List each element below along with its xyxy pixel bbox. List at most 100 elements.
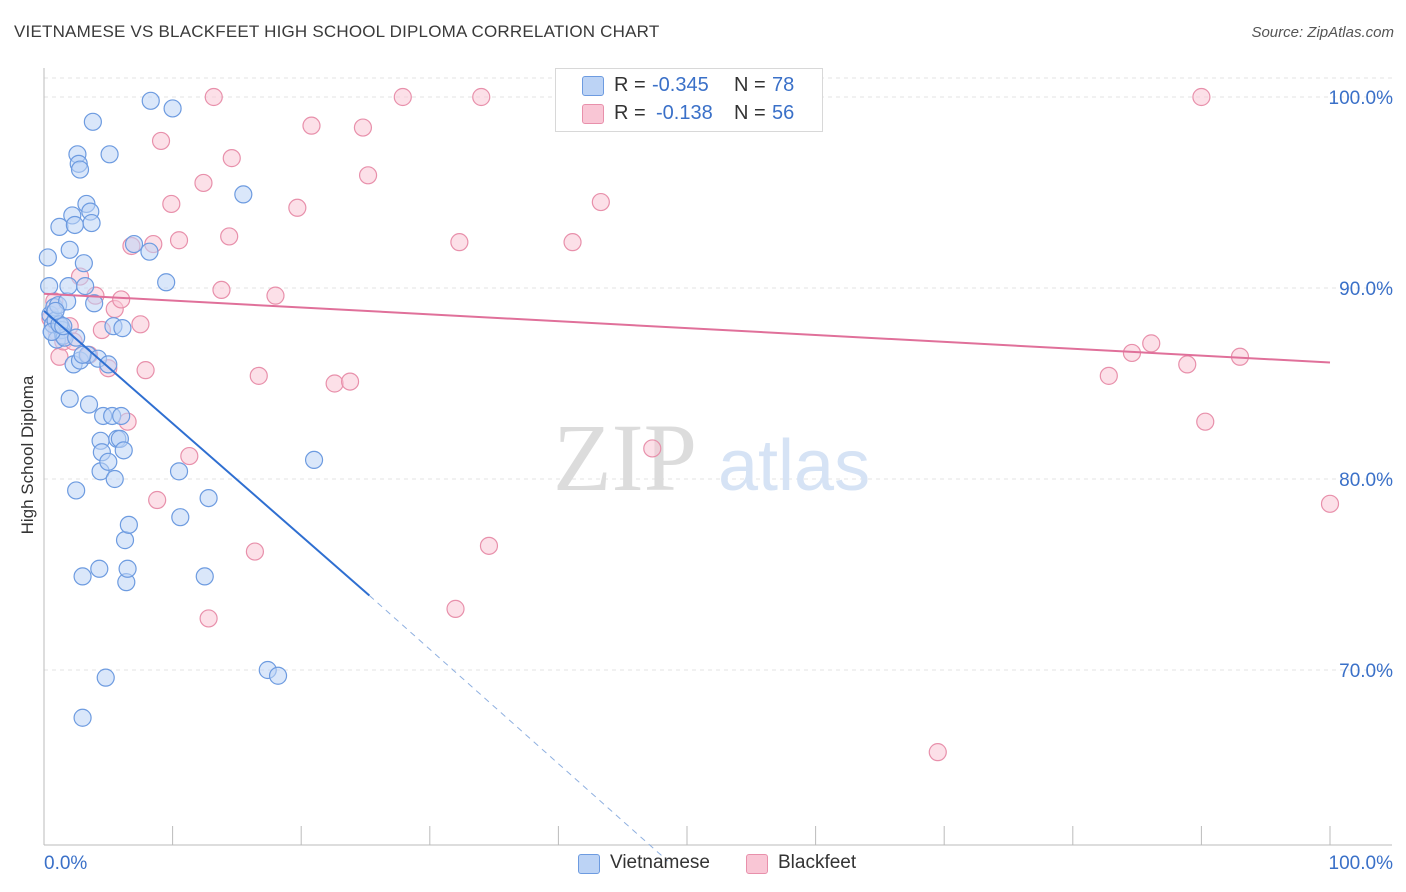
data-point-blackfeet (222, 149, 241, 168)
bottom-legend-swatch-blackfeet (746, 854, 768, 874)
data-point-blackfeet (249, 366, 268, 385)
data-point-vietnamese (112, 406, 131, 426)
data-point-vietnamese (83, 112, 102, 131)
data-point-blackfeet (928, 743, 947, 762)
data-point-vietnamese (171, 508, 190, 527)
watermark-atlas: atlas (718, 426, 870, 506)
data-point-blackfeet (591, 192, 610, 212)
data-point-blackfeet (169, 231, 189, 250)
data-point-blackfeet (131, 315, 150, 334)
data-point-vietnamese (46, 301, 65, 321)
data-point-blackfeet (393, 87, 412, 107)
data-point-blackfeet (325, 374, 344, 393)
data-point-blackfeet (1320, 494, 1340, 513)
axes (43, 68, 1392, 846)
x-tick-label-min: 0.0% (44, 853, 87, 874)
legend-r-label: R = (614, 102, 646, 124)
data-point-vietnamese (118, 559, 137, 578)
legend-n-label: N = (734, 74, 766, 96)
data-point-blackfeet (148, 490, 167, 510)
data-point-vietnamese (74, 254, 93, 273)
data-point-blackfeet (1196, 412, 1215, 431)
y-tick-label: 100.0% (1329, 88, 1394, 109)
legend-row-vietnamese: R = -0.345 N = 78 (556, 72, 822, 100)
data-point-blackfeet (563, 233, 582, 252)
data-point-vietnamese (65, 215, 84, 235)
data-point-vietnamese (96, 668, 115, 687)
data-point-vietnamese (124, 234, 144, 254)
legend-swatch-vietnamese (582, 76, 604, 96)
data-point-vietnamese (268, 666, 288, 685)
bottom-legend-swatch-vietnamese (578, 854, 600, 874)
trendline-extension-vietnamese (369, 595, 669, 862)
data-point-blackfeet (479, 536, 499, 555)
data-point-vietnamese (100, 145, 119, 164)
data-point-blackfeet (450, 233, 469, 252)
trendlines (43, 292, 1331, 862)
data-point-vietnamese (79, 395, 99, 414)
data-point-blackfeet (212, 280, 231, 300)
data-point-blackfeet (199, 609, 218, 628)
y-axis-label: High School Diploma (18, 375, 37, 535)
y-tick-label: 90.0% (1339, 279, 1393, 300)
data-point-blackfeet (136, 361, 155, 380)
data-point-vietnamese (199, 489, 218, 508)
legend-r-value: -0.345 (652, 74, 709, 96)
legend-swatch-blackfeet (582, 104, 604, 124)
data-point-vietnamese (195, 567, 214, 586)
data-point-blackfeet (112, 290, 131, 309)
data-point-vietnamese (76, 276, 95, 296)
data-point-vietnamese (163, 99, 182, 118)
data-point-vietnamese (169, 462, 189, 481)
data-point-vietnamese (119, 515, 138, 534)
data-point-vietnamese (40, 276, 59, 296)
data-point-vietnamese (59, 276, 78, 296)
data-point-vietnamese (90, 559, 109, 578)
data-point-blackfeet (353, 118, 373, 137)
data-point-blackfeet (194, 173, 213, 193)
data-point-blackfeet (643, 439, 662, 458)
data-point-blackfeet (220, 227, 239, 246)
gridlines (44, 77, 1392, 671)
data-point-blackfeet (1142, 334, 1161, 353)
data-point-vietnamese (99, 355, 118, 374)
data-point-vietnamese (60, 389, 79, 408)
data-point-blackfeet (288, 198, 307, 217)
data-point-blackfeet (446, 599, 465, 618)
data-point-vietnamese (113, 319, 132, 338)
data-point-blackfeet (472, 87, 491, 107)
data-point-vietnamese (99, 452, 118, 471)
data-point-vietnamese (82, 213, 101, 233)
legend-r-value: -0.138 (656, 102, 713, 124)
y-tick-label: 80.0% (1339, 470, 1393, 491)
data-point-blackfeet (1178, 355, 1197, 374)
data-point-vietnamese (105, 469, 124, 489)
data-point-blackfeet (266, 286, 285, 305)
data-point-vietnamese (114, 441, 133, 460)
legend-row-blackfeet: R = -0.138 N = 56 (556, 100, 822, 128)
data-point-blackfeet (340, 372, 360, 391)
data-point-vietnamese (234, 185, 253, 204)
y-tick-labels: 70.0% 80.0% 90.0% 100.0% (1329, 88, 1394, 682)
data-point-vietnamese (141, 91, 160, 110)
data-point-blackfeet (302, 116, 321, 135)
data-point-vietnamese (70, 160, 90, 179)
legend-n-value: 78 (772, 74, 795, 96)
data-point-blackfeet (245, 542, 265, 561)
x-tick-labels: 0.0% 100.0% (44, 853, 1393, 874)
data-point-vietnamese (85, 294, 104, 313)
legend-n-label: N = (734, 102, 766, 124)
data-point-vietnamese (60, 240, 79, 259)
data-point-vietnamese (38, 248, 57, 267)
data-point-vietnamese (115, 531, 135, 550)
bottom-legend-label-blackfeet: Blackfeet (778, 852, 857, 873)
watermark-zip: ZIP (553, 404, 697, 511)
bottom-legend-label-vietnamese: Vietnamese (610, 852, 710, 873)
trendline-vietnamese (43, 310, 371, 597)
chart-title: VIETNAMESE VS BLACKFEET HIGH SCHOOL DIPL… (14, 22, 660, 41)
data-point-blackfeet (1192, 87, 1211, 107)
data-point-vietnamese (157, 273, 176, 292)
data-point-vietnamese (73, 567, 92, 586)
data-point-blackfeet (358, 166, 378, 185)
